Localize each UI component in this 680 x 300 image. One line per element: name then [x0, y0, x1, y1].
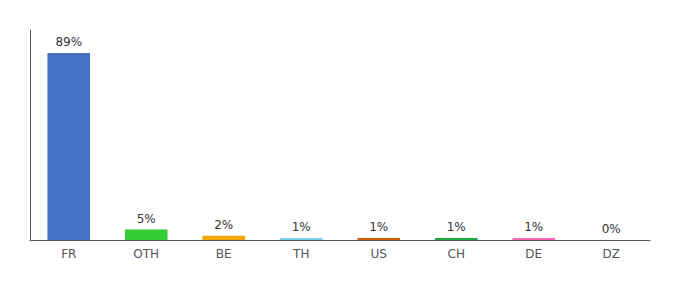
svg-text:1%: 1%	[524, 220, 543, 234]
svg-text:OTH: OTH	[133, 247, 159, 261]
svg-text:89%: 89%	[55, 35, 82, 49]
svg-text:US: US	[371, 247, 387, 261]
svg-text:FR: FR	[61, 247, 76, 261]
svg-text:1%: 1%	[369, 220, 388, 234]
svg-text:2%: 2%	[214, 218, 233, 232]
svg-text:1%: 1%	[447, 220, 466, 234]
svg-text:DZ: DZ	[603, 247, 620, 261]
svg-text:0%: 0%	[602, 222, 621, 236]
svg-text:CH: CH	[448, 247, 465, 261]
svg-text:BE: BE	[216, 247, 232, 261]
svg-text:1%: 1%	[292, 220, 311, 234]
svg-text:DE: DE	[525, 247, 542, 261]
svg-text:TH: TH	[292, 247, 309, 261]
svg-text:5%: 5%	[137, 212, 156, 226]
